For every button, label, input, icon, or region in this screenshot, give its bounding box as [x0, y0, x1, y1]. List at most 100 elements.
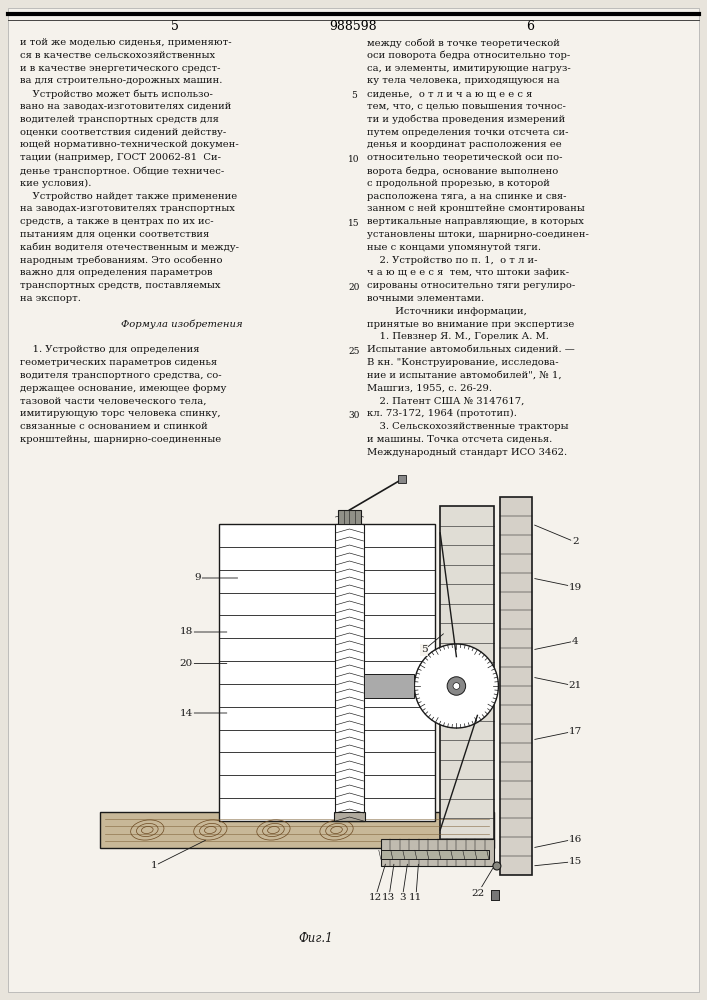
Text: важно для определения параметров: важно для определения параметров	[20, 268, 213, 277]
Text: тазовой части человеческого тела,: тазовой части человеческого тела,	[20, 396, 206, 405]
Text: денья и координат расположения ее: денья и координат расположения ее	[367, 140, 562, 149]
Text: на заводах-изготовителях транспортных: на заводах-изготовителях транспортных	[20, 204, 235, 213]
Text: ти и удобства проведения измерений: ти и удобства проведения измерений	[367, 115, 566, 124]
Text: тации (например, ГОСТ 20062-81  Си-: тации (например, ГОСТ 20062-81 Си-	[20, 153, 221, 162]
Text: и в качестве энергетического средст-: и в качестве энергетического средст-	[20, 64, 221, 73]
Text: 2: 2	[572, 538, 578, 546]
Circle shape	[493, 862, 501, 870]
Text: 30: 30	[349, 411, 360, 420]
Text: между собой в точке теоретической: между собой в точке теоретической	[367, 38, 560, 47]
Text: пытаниям для оценки соответствия: пытаниям для оценки соответствия	[20, 230, 209, 239]
Text: 13: 13	[382, 893, 395, 902]
Text: вочными элементами.: вочными элементами.	[367, 294, 484, 303]
Text: кие условия).: кие условия).	[20, 179, 91, 188]
Circle shape	[447, 677, 466, 695]
Text: расположена тяга, а на спинке и свя-: расположена тяга, а на спинке и свя-	[367, 192, 566, 201]
Text: народным требованиям. Это особенно: народным требованиям. Это особенно	[20, 256, 223, 265]
Text: ющей нормативно-технической докумен-: ющей нормативно-технической докумен-	[20, 140, 239, 149]
Text: держащее основание, имеющее форму: держащее основание, имеющее форму	[20, 384, 226, 393]
Text: Фиг.1: Фиг.1	[298, 932, 333, 944]
Bar	[334, 812, 365, 821]
Bar	[338, 510, 361, 524]
Text: 16: 16	[568, 834, 582, 844]
Bar	[335, 524, 363, 821]
Text: 12: 12	[369, 893, 382, 902]
Text: 988598: 988598	[329, 19, 377, 32]
Text: кронштейны, шарнирно-соединенные: кронштейны, шарнирно-соединенные	[20, 435, 221, 444]
Text: Международный стандарт ИСО 3462.: Международный стандарт ИСО 3462.	[367, 448, 567, 457]
Text: кабин водителя отечественным и между-: кабин водителя отечественным и между-	[20, 243, 239, 252]
Text: сиденье,  о т л и ч а ю щ е е с я: сиденье, о т л и ч а ю щ е е с я	[367, 89, 532, 98]
Text: ся в качестве сельскохозяйственных: ся в качестве сельскохозяйственных	[20, 51, 215, 60]
Bar	[218, 524, 435, 821]
Text: Устройство найдет также применение: Устройство найдет также применение	[20, 192, 238, 201]
Text: 6: 6	[526, 19, 534, 32]
Text: связанные с основанием и спинкой: связанные с основанием и спинкой	[20, 422, 208, 431]
Text: установлены штоки, шарнирно-соединен-: установлены штоки, шарнирно-соединен-	[367, 230, 589, 239]
Bar	[381, 839, 494, 866]
Text: 10: 10	[349, 155, 360, 164]
Text: средств, а также в центрах по их ис-: средств, а также в центрах по их ис-	[20, 217, 214, 226]
Text: тем, что, с целью повышения точнос-: тем, что, с целью повышения точнос-	[367, 102, 566, 111]
Text: са, и элементы, имитирующие нагруз-: са, и элементы, имитирующие нагруз-	[367, 64, 571, 73]
Text: 14: 14	[180, 708, 193, 718]
Text: 17: 17	[568, 726, 582, 736]
Circle shape	[453, 683, 460, 689]
Text: с продольной прорезью, в которой: с продольной прорезью, в которой	[367, 179, 550, 188]
Text: 2. Устройство по п. 1,  о т л и-: 2. Устройство по п. 1, о т л и-	[367, 256, 537, 265]
Text: сированы относительно тяги регулиро-: сированы относительно тяги регулиро-	[367, 281, 575, 290]
Text: В кн. "Конструирование, исследова-: В кн. "Конструирование, исследова-	[367, 358, 559, 367]
Text: оценки соответствия сидений действу-: оценки соответствия сидений действу-	[20, 128, 226, 137]
Text: 18: 18	[180, 628, 193, 637]
Text: оси поворота бедра относительно тор-: оси поворота бедра относительно тор-	[367, 51, 571, 60]
Text: Устройство может быть использо-: Устройство может быть использо-	[20, 89, 213, 99]
Text: ные с концами упомянутой тяги.: ные с концами упомянутой тяги.	[367, 243, 541, 252]
Text: транспортных средств, поставляемых: транспортных средств, поставляемых	[20, 281, 221, 290]
Text: вано на заводах-изготовителях сидений: вано на заводах-изготовителях сидений	[20, 102, 231, 111]
Text: ч а ю щ е е с я  тем, что штоки зафик-: ч а ю щ е е с я тем, что штоки зафик-	[367, 268, 569, 277]
Text: 15: 15	[348, 219, 360, 228]
Text: 21: 21	[568, 682, 582, 690]
Text: водителей транспортных средств для: водителей транспортных средств для	[20, 115, 219, 124]
Text: Испытание автомобильных сидений. —: Испытание автомобильных сидений. —	[367, 345, 575, 354]
Text: и машины. Точка отсчета сиденья.: и машины. Точка отсчета сиденья.	[367, 435, 552, 444]
Bar	[440, 506, 494, 857]
Text: занном с ней кронштейне смонтированы: занном с ней кронштейне смонтированы	[367, 204, 585, 213]
Text: 3. Сельскохозяйственные тракторы: 3. Сельскохозяйственные тракторы	[367, 422, 568, 431]
Text: 5: 5	[171, 19, 179, 32]
Text: геометрических параметров сиденья: геометрических параметров сиденья	[20, 358, 217, 367]
Bar	[381, 850, 489, 859]
Text: водителя транспортного средства, со-: водителя транспортного средства, со-	[20, 371, 221, 380]
Text: 15: 15	[568, 857, 582, 866]
Text: относительно теоретической оси по-: относительно теоретической оси по-	[367, 153, 563, 162]
Text: ворота бедра, основание выполнено: ворота бедра, основание выполнено	[367, 166, 559, 176]
Text: 3: 3	[399, 893, 406, 902]
Bar	[399, 475, 407, 483]
Text: Формула изобретения: Формула изобретения	[121, 320, 243, 329]
Text: 4: 4	[572, 637, 578, 646]
Bar	[363, 674, 414, 698]
Circle shape	[414, 644, 498, 728]
Bar	[491, 890, 499, 900]
Text: 5: 5	[351, 91, 357, 100]
Text: принятые во внимание при экспертизе: принятые во внимание при экспертизе	[367, 320, 574, 329]
Text: и той же моделью сиденья, применяют-: и той же моделью сиденья, применяют-	[20, 38, 232, 47]
Text: 19: 19	[568, 582, 582, 591]
Text: 1. Устройство для определения: 1. Устройство для определения	[20, 345, 199, 354]
Text: 25: 25	[349, 347, 360, 356]
Text: 1: 1	[151, 861, 158, 870]
FancyBboxPatch shape	[500, 497, 532, 875]
Text: имитирующую торс человека спинку,: имитирующую торс человека спинку,	[20, 409, 221, 418]
Text: 2. Патент США № 3147617,: 2. Патент США № 3147617,	[367, 396, 525, 405]
Text: денье транспортное. Общие техничес-: денье транспортное. Общие техничес-	[20, 166, 224, 176]
Text: 11: 11	[409, 893, 423, 902]
Text: 22: 22	[472, 888, 484, 898]
Text: ва для строительно-дорожных машин.: ва для строительно-дорожных машин.	[20, 76, 223, 85]
Bar	[100, 812, 494, 848]
Text: ние и испытание автомобилей", № 1,: ние и испытание автомобилей", № 1,	[367, 371, 561, 380]
Text: Машгиз, 1955, с. 26-29.: Машгиз, 1955, с. 26-29.	[367, 384, 492, 393]
Text: 5: 5	[421, 646, 427, 654]
Text: кл. 73-172, 1964 (прототип).: кл. 73-172, 1964 (прототип).	[367, 409, 517, 418]
Text: путем определения точки отсчета си-: путем определения точки отсчета си-	[367, 128, 568, 137]
Text: вертикальные направляющие, в которых: вертикальные направляющие, в которых	[367, 217, 584, 226]
